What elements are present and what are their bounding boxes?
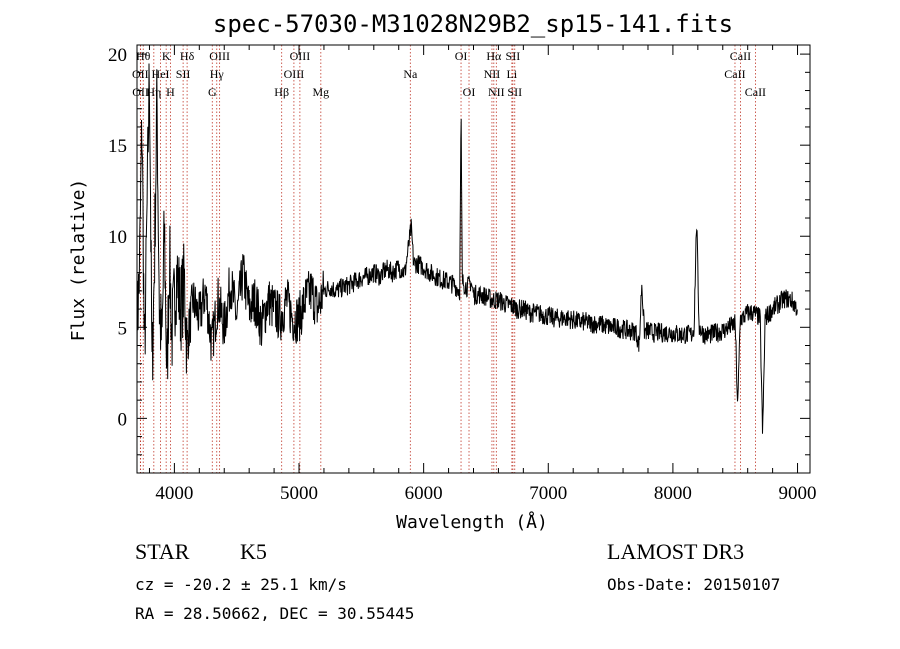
spectral-line-label: K — [162, 49, 171, 63]
y-tick-label: 15 — [108, 136, 127, 157]
x-tick-label: 8000 — [654, 483, 692, 504]
spectral-line-label: SII — [507, 85, 522, 99]
survey-name: LAMOST DR3 — [607, 539, 744, 564]
spectral-line-label: Hβ — [274, 85, 289, 99]
y-tick-label: 5 — [118, 318, 128, 339]
spectral-line-label: OI — [455, 49, 468, 63]
spectral-line-label: OI — [463, 85, 476, 99]
spectral-line-label: CaII — [745, 85, 766, 99]
coordinates: RA = 28.50662, DEC = 30.55445 — [135, 604, 414, 623]
spectral-line-label: Hδ — [180, 49, 195, 63]
axis-ticks: 4000 5000 6000 7000 8000 9000 0 5 10 15 20 — [108, 45, 817, 504]
spectral-line-label: NII — [488, 85, 505, 99]
plot-frame — [136, 44, 811, 474]
spectral-line-label: Hγ — [210, 67, 225, 81]
spectral-lines-layer — [139, 45, 756, 473]
chart-title: spec-57030-M31028N29B2_sp15-141.fits — [213, 10, 733, 38]
spectral-line-label: OII — [132, 67, 149, 81]
x-tick-label: 7000 — [529, 483, 567, 504]
spectral-line-label: Hη — [146, 85, 161, 99]
x-tick-label: 6000 — [405, 483, 443, 504]
spectral-line-label: Hθ — [136, 49, 151, 63]
spectral-line-label: Mg — [312, 85, 329, 99]
y-axis-label: Flux (relative) — [68, 179, 89, 342]
y-tick-label: 0 — [118, 409, 128, 430]
x-tick-label: 5000 — [280, 483, 318, 504]
x-tick-label: 4000 — [155, 483, 193, 504]
spectral-line-labels: HθOIIOIIHηHeIKHSIIHδGHγOIIIHβOIIIOIIIMgN… — [132, 49, 766, 99]
spectral-line-label: G — [208, 85, 217, 99]
observation-date: Obs-Date: 20150107 — [607, 575, 780, 594]
spectral-line-label: Li — [507, 67, 518, 81]
spectral-line-label: Hα — [486, 49, 502, 63]
spectral-line-label: SII — [176, 67, 191, 81]
spectral-line-label: OII — [132, 85, 149, 99]
redshift-velocity: cz = -20.2 ± 25.1 km/s — [135, 575, 347, 594]
object-class: STAR — [135, 539, 190, 564]
spectrum-series-line — [136, 63, 798, 434]
spectral-line-label: HeI — [152, 67, 170, 81]
spectrum-layer — [136, 63, 798, 434]
y-tick-label: 10 — [108, 227, 127, 248]
spectral-line-label: OIII — [284, 67, 305, 81]
x-axis-label: Wavelength (Å) — [396, 511, 548, 533]
object-subclass: K5 — [240, 539, 267, 564]
spectral-line-label: SII — [506, 49, 521, 63]
spectral-line-label: Na — [403, 67, 418, 81]
spectral-line-label: CaII — [724, 67, 745, 81]
spectral-line-label: NII — [484, 67, 501, 81]
spectral-line-label: OIII — [290, 49, 311, 63]
x-tick-label: 9000 — [779, 483, 817, 504]
spectral-line-label: CaII — [730, 49, 751, 63]
spectral-line-label: OIII — [209, 49, 230, 63]
spectral-line-label: H — [166, 85, 175, 99]
y-tick-label: 20 — [108, 45, 127, 66]
